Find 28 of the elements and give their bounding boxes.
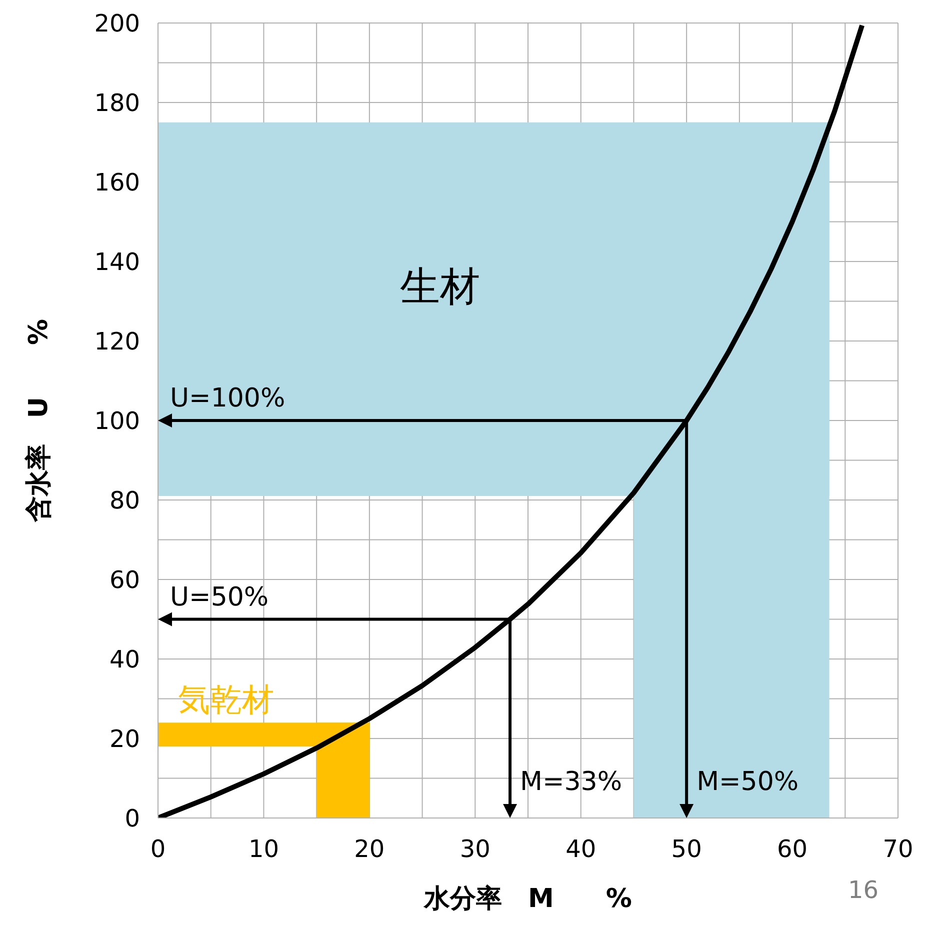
- band-label: 生材: [400, 264, 480, 310]
- y-tick-label: 0: [124, 804, 140, 833]
- x-tick-label: 60: [777, 835, 808, 864]
- ref-line-label: U=100%: [170, 384, 286, 414]
- y-tick-label: 60: [109, 566, 140, 594]
- ref-line-label: M=50%: [696, 767, 799, 797]
- x-tick-label: 70: [882, 835, 914, 864]
- y-tick-label: 140: [94, 248, 140, 276]
- x-axis-title: 水分率 M %: [423, 884, 632, 914]
- y-tick-label: 20: [109, 725, 140, 754]
- x-tick-label: 20: [354, 835, 385, 864]
- ref-line-label: U=50%: [170, 582, 269, 612]
- ref-line-label: M=33%: [520, 767, 622, 797]
- x-tick-label: 0: [150, 835, 166, 864]
- x-tick-label: 30: [460, 835, 490, 864]
- y-tick-label: 40: [109, 646, 140, 674]
- y-tick-label: 120: [94, 328, 140, 356]
- y-tick-label: 160: [94, 168, 140, 197]
- y-tick-label: 100: [94, 407, 140, 436]
- band-label: 気乾材: [178, 680, 274, 719]
- y-axis-title: 含水率 U %: [24, 318, 54, 524]
- y-tick-label: 200: [94, 10, 140, 38]
- x-tick-label: 50: [671, 835, 702, 864]
- x-tick-label: 40: [566, 835, 596, 864]
- y-tick-label: 80: [109, 486, 140, 515]
- x-tick-label: 10: [248, 835, 279, 864]
- y-tick-label: 180: [94, 89, 140, 118]
- text: 16: [848, 876, 879, 904]
